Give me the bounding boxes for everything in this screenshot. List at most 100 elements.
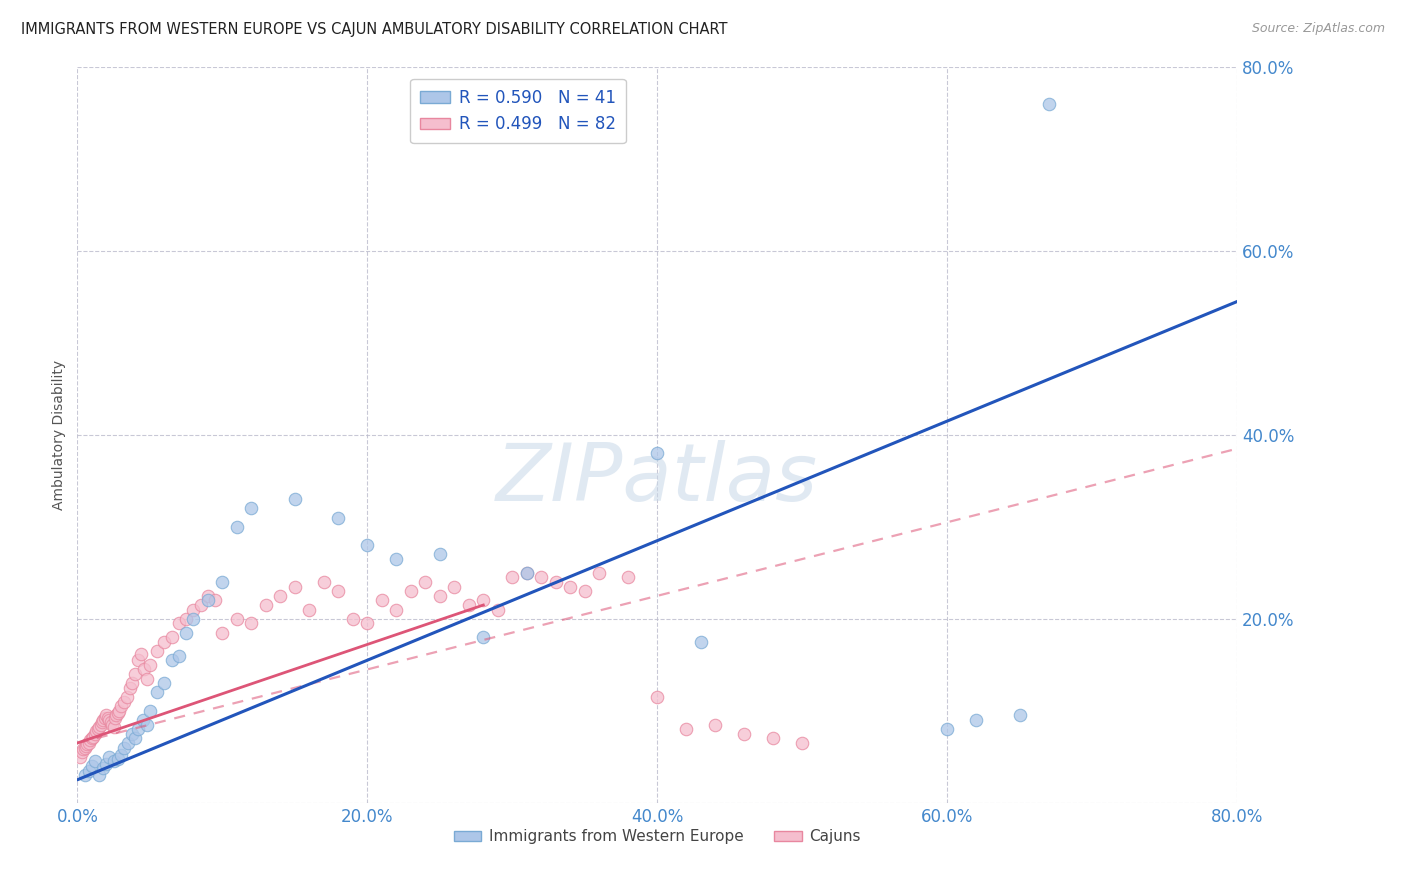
Point (183, 612, 205, 626)
Point (83, 727, 105, 741)
Point (312, 575, 335, 590)
Point (457, 598, 479, 612)
Point (183, 602, 205, 616)
Point (298, 602, 321, 616)
Point (574, 584, 596, 599)
Point (675, 723, 697, 737)
Point (225, 612, 247, 626)
Point (167, 616, 190, 631)
Point (86, 723, 108, 737)
Point (190, 598, 212, 612)
Point (413, 575, 436, 590)
Point (93, 761, 115, 775)
Point (429, 548, 451, 562)
Point (73, 740, 96, 755)
Text: IMMIGRANTS FROM WESTERN EUROPE VS CAJUN AMBULATORY DISABILITY CORRELATION CHART: IMMIGRANTS FROM WESTERN EUROPE VS CAJUN … (21, 22, 727, 37)
Point (399, 584, 422, 599)
Point (544, 575, 567, 590)
Point (1008, 708, 1031, 723)
Point (121, 727, 143, 741)
Point (240, 616, 263, 631)
Point (204, 593, 226, 607)
Point (108, 704, 131, 718)
Point (77, 764, 100, 778)
Point (105, 708, 128, 723)
Point (704, 717, 727, 731)
Text: Source: ZipAtlas.com: Source: ZipAtlas.com (1251, 22, 1385, 36)
Point (97, 711, 120, 725)
Point (127, 723, 149, 737)
Point (516, 566, 538, 580)
Point (96, 757, 118, 772)
Point (110, 747, 132, 762)
Point (129, 647, 152, 661)
Point (647, 690, 669, 704)
Point (174, 625, 197, 640)
Point (356, 538, 378, 552)
Point (160, 630, 183, 644)
Point (733, 727, 755, 741)
Point (792, 736, 814, 750)
Point (1038, 96, 1060, 111)
Point (516, 566, 538, 580)
Point (153, 635, 176, 649)
Point (127, 653, 149, 667)
Point (356, 616, 378, 631)
Point (77, 736, 100, 750)
Text: ZIPatlas: ZIPatlas (496, 440, 818, 518)
Point (124, 667, 146, 681)
Point (98, 713, 121, 727)
Point (80, 731, 103, 746)
Point (174, 612, 197, 626)
Point (112, 695, 135, 709)
Point (80, 759, 103, 773)
Point (110, 699, 132, 714)
Point (167, 648, 190, 663)
Point (160, 653, 183, 667)
Legend: Immigrants from Western Europe, Cajuns: Immigrants from Western Europe, Cajuns (447, 823, 868, 850)
Point (118, 681, 141, 695)
Point (115, 690, 138, 704)
Point (647, 446, 669, 460)
Point (93, 713, 115, 727)
Point (284, 580, 307, 594)
Point (82, 730, 104, 744)
Point (371, 593, 394, 607)
Point (112, 740, 135, 755)
Point (69, 749, 91, 764)
Point (101, 717, 124, 731)
Point (87, 720, 110, 734)
Point (87, 768, 110, 782)
Point (121, 676, 143, 690)
Point (136, 717, 159, 731)
Point (146, 685, 169, 699)
Point (103, 720, 125, 734)
Point (83, 755, 105, 769)
Point (197, 589, 219, 603)
Point (560, 580, 582, 594)
Point (70, 745, 93, 759)
Point (98, 749, 121, 764)
Point (132, 662, 155, 676)
Point (429, 589, 451, 603)
Point (342, 612, 364, 626)
Point (75, 739, 97, 753)
Point (443, 580, 465, 594)
Point (104, 711, 127, 725)
Point (225, 520, 247, 534)
Point (96, 708, 118, 723)
Point (103, 755, 125, 769)
Point (617, 570, 640, 584)
Point (965, 713, 987, 727)
Point (124, 731, 146, 746)
Point (328, 584, 350, 599)
Point (762, 731, 785, 746)
Point (146, 644, 169, 658)
Point (385, 552, 408, 566)
Point (153, 676, 176, 690)
Point (139, 704, 162, 718)
Point (501, 570, 523, 584)
Point (100, 714, 122, 729)
Point (136, 672, 159, 686)
Point (472, 593, 495, 607)
